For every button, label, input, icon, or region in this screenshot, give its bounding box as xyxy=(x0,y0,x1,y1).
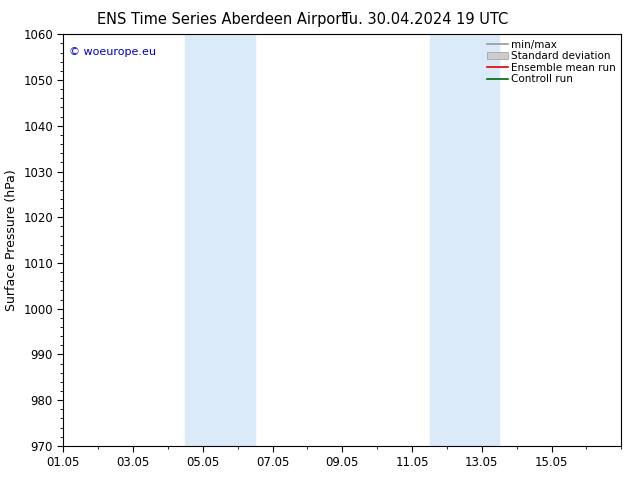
Text: © woeurope.eu: © woeurope.eu xyxy=(69,47,156,57)
Legend: min/max, Standard deviation, Ensemble mean run, Controll run: min/max, Standard deviation, Ensemble me… xyxy=(488,40,616,84)
Y-axis label: Surface Pressure (hPa): Surface Pressure (hPa) xyxy=(4,169,18,311)
Bar xyxy=(185,34,255,446)
Text: Tu. 30.04.2024 19 UTC: Tu. 30.04.2024 19 UTC xyxy=(342,12,508,27)
Bar xyxy=(429,34,500,446)
Text: ENS Time Series Aberdeen Airport: ENS Time Series Aberdeen Airport xyxy=(97,12,347,27)
